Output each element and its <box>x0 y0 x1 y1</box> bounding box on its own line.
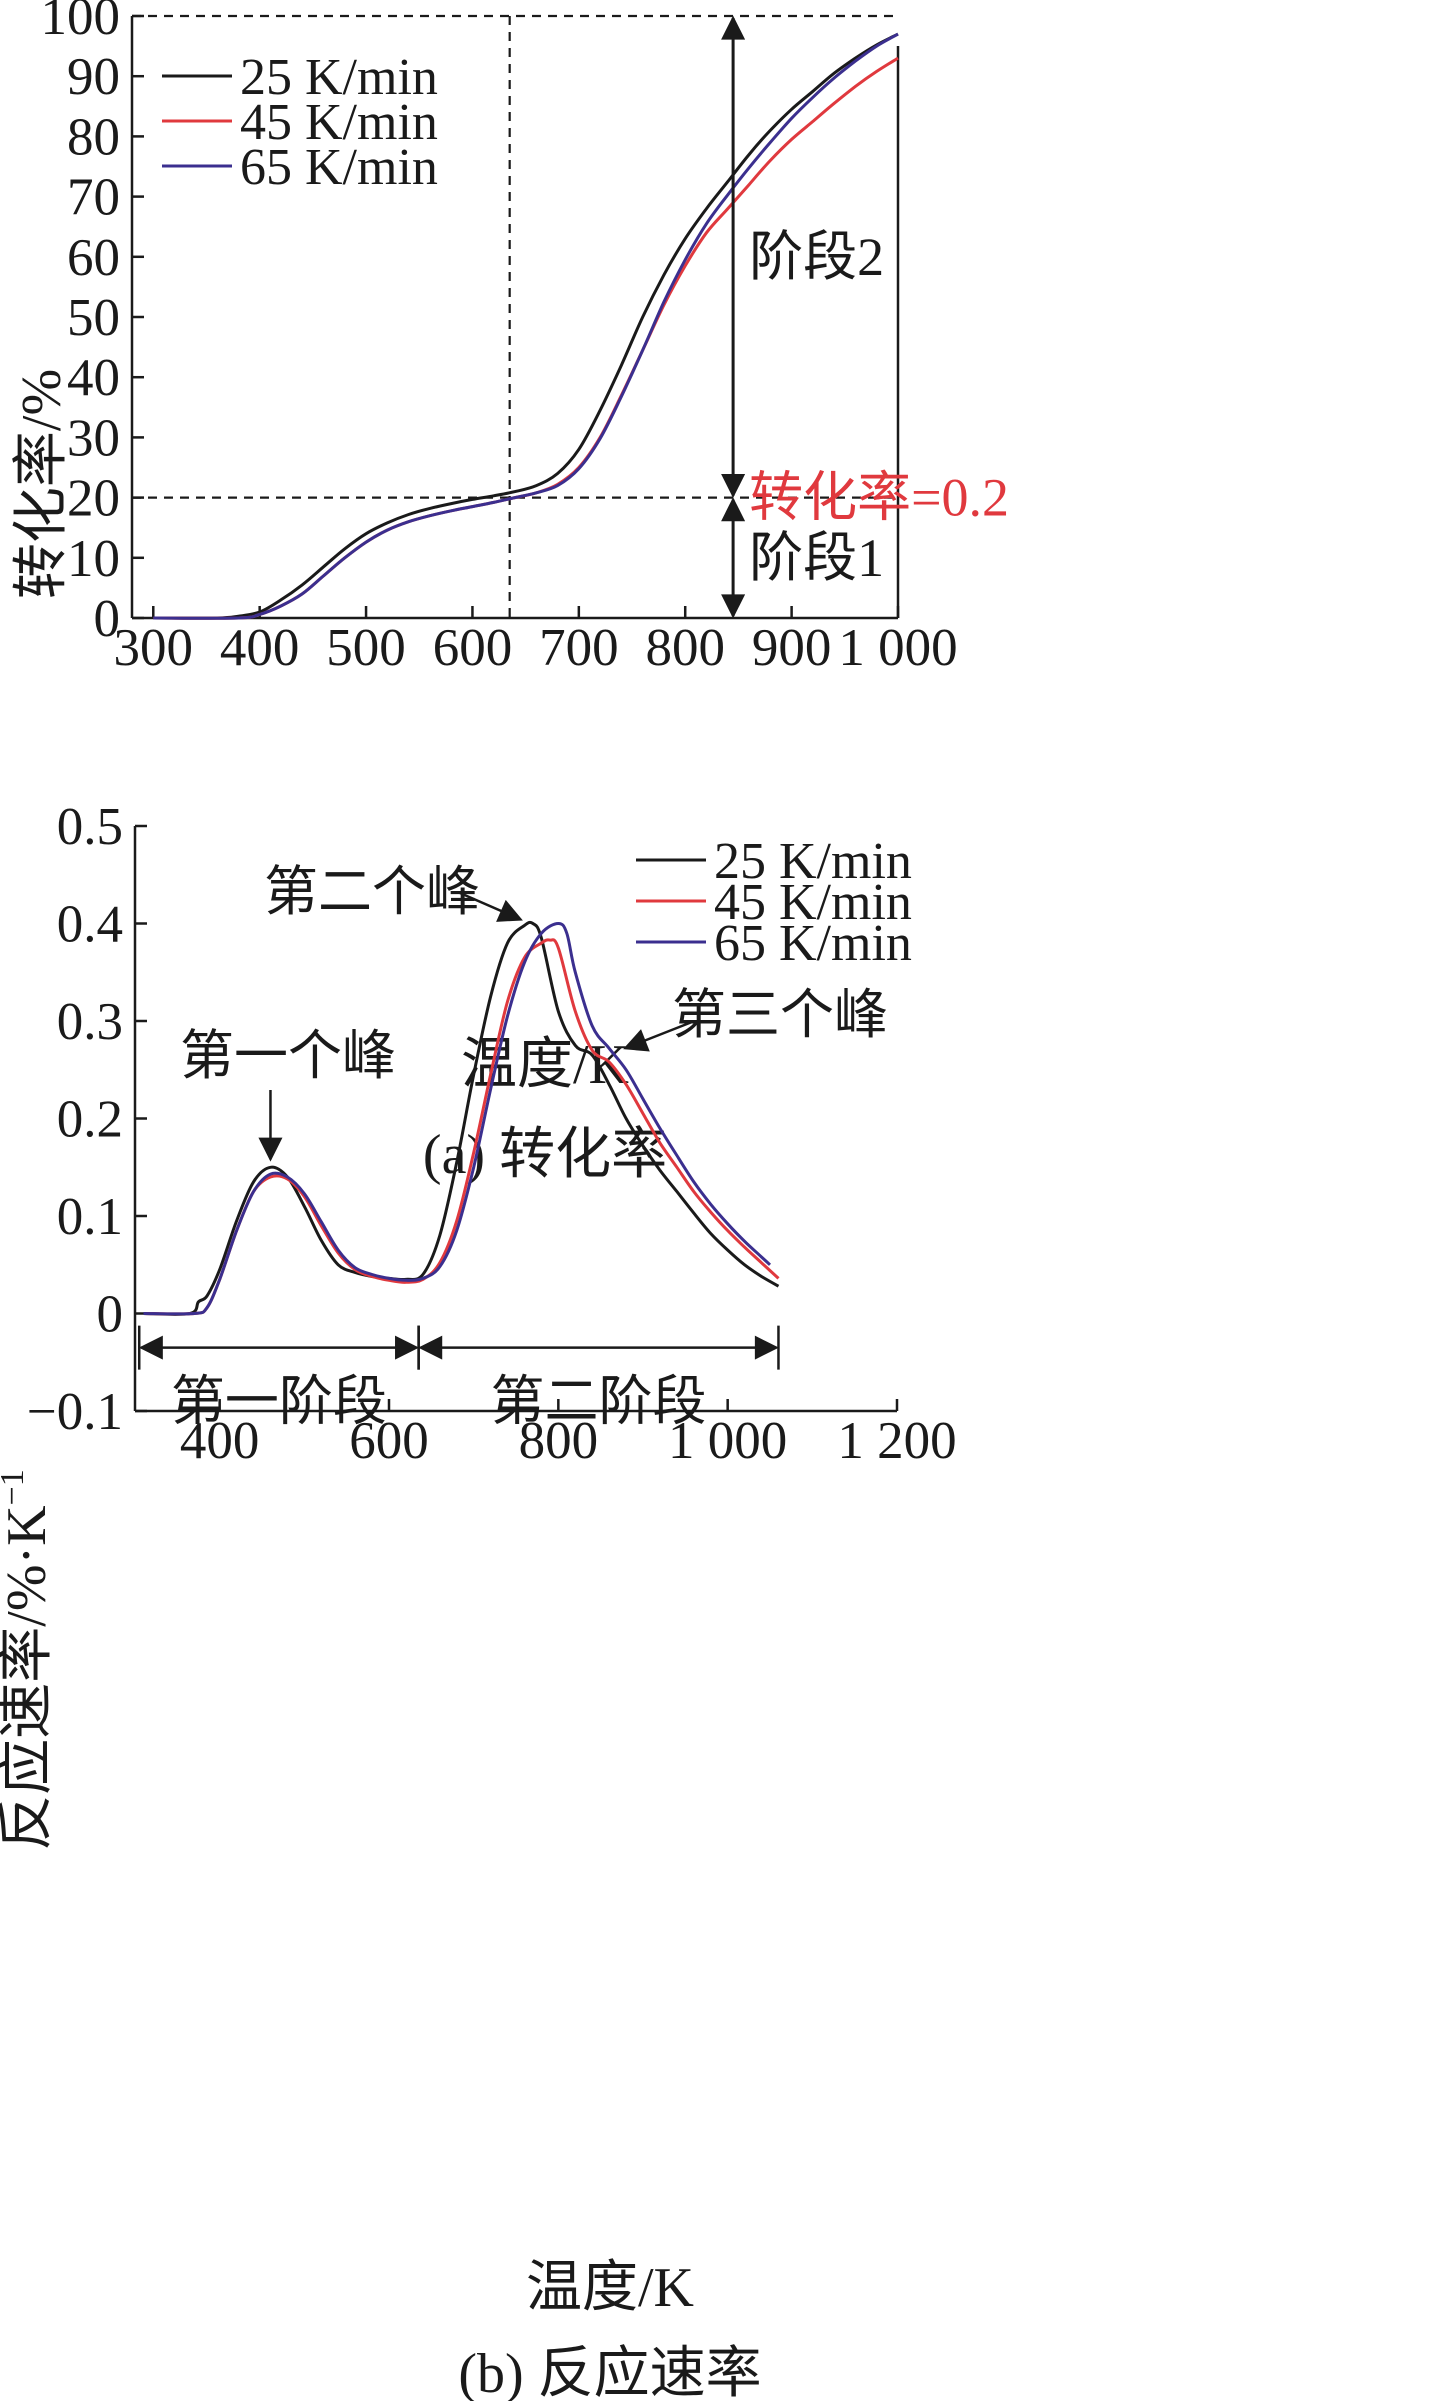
panel-a-x-tick-label: 900 <box>752 619 832 677</box>
panel-b-legend-label: 25 K/min <box>714 833 912 890</box>
panel-b-legend-label: 65 K/min <box>714 915 912 972</box>
panel-b-series-line-3 <box>143 922 772 1316</box>
panel-a-legend-label: 45 K/min <box>240 94 438 151</box>
panel-a-x-tick-label: 600 <box>433 619 513 677</box>
panel-b-stage-label: 第一阶段 <box>171 1372 387 1432</box>
panel-b-y-tick-label: −0.1 <box>27 1383 123 1441</box>
panel-a-series-line-1 <box>153 32 899 620</box>
panel-a-y-tick-label: 30 <box>67 409 120 467</box>
panel-a-annotation: 阶段2 <box>749 227 884 287</box>
panel-a-x-tick-label: 1 000 <box>838 619 957 677</box>
panel-b-x-tick-label: 400 <box>180 1412 260 1470</box>
panel-b-y-axis-label-superscript: −1 <box>0 1469 31 1505</box>
panel-b-y-tick-label: 0.1 <box>57 1188 123 1246</box>
panel-a-y-axis-label: 转化率/% <box>11 369 73 599</box>
panel-b-peak-arrow <box>459 891 523 922</box>
panel-a-y-tick-label: 70 <box>67 169 120 227</box>
panel-a-x-tick-label: 500 <box>326 619 406 677</box>
panel-b-y-axis-label: 反应速率/%·K−1 <box>0 1469 58 1850</box>
panel-b-x-tick-label: 1 000 <box>668 1412 787 1470</box>
panel-a-y-tick-label: 50 <box>67 289 120 347</box>
panel-b-x-tick-label: 800 <box>519 1412 599 1470</box>
panel-a-y-tick-label: 80 <box>67 108 120 166</box>
panel-b-caption: (b) 反应速率 <box>458 2343 761 2401</box>
panel-a-x-tick-label: 300 <box>114 619 194 677</box>
panel-a-y-tick-label: 40 <box>67 349 120 407</box>
panel-a-legend-label: 25 K/min <box>240 49 438 106</box>
panel-b-series-line-2 <box>143 938 780 1316</box>
panel-a-series-line-3 <box>153 32 899 620</box>
panel-b-y-tick-label: 0.3 <box>57 993 123 1051</box>
panel-a-y-tick-label: 20 <box>67 470 120 528</box>
panel-b-x-tick-label: 1 200 <box>837 1412 956 1470</box>
panel-a-y-tick-label: 60 <box>67 229 120 287</box>
panel-b-y-tick-label: 0.2 <box>57 1091 123 1149</box>
panel-b-y-tick-label: 0 <box>97 1286 124 1344</box>
panel-b-series-line-1 <box>143 920 780 1316</box>
panel-a-x-tick-label: 800 <box>645 619 725 677</box>
panel-b-reaction-rate: 400 600 800 1 000 1 200−0.100.10.20.30.40.5 … <box>0 798 957 2401</box>
panel-b-peak-label: 第二个峰 <box>264 862 480 922</box>
panel-b-peak-label: 第一个峰 <box>180 1026 396 1086</box>
panel-b-y-tick-label: 0.5 <box>57 798 123 856</box>
panel-b-y-tick-label: 0.4 <box>57 896 123 954</box>
panel-a-y-tick-label: 90 <box>67 48 120 106</box>
panel-a-annotation: 阶段1 <box>749 528 884 588</box>
panel-b-x-tick-label: 600 <box>349 1412 429 1470</box>
panel-b-peak-label: 第三个峰 <box>672 985 888 1045</box>
panel-b-peak-arrow <box>623 1020 693 1052</box>
panel-a-legend-label: 65 K/min <box>240 139 438 196</box>
panel-b-legend-label: 45 K/min <box>714 874 912 931</box>
panel-b-stage-label: 第二阶段 <box>491 1372 707 1432</box>
panel-a-x-tick-label: 700 <box>539 619 619 677</box>
panel-b-y-axis-label-main: 反应速率/%·K <box>0 1505 58 1850</box>
panel-a-annotation: 转化率=0.2 <box>749 468 1009 528</box>
panel-a-y-tick-label: 10 <box>67 530 120 588</box>
panel-a-conversion: 300 400 500 600 700 800 900 1 000 01020304050607… <box>11 0 1009 1186</box>
panel-a-x-tick-label: 400 <box>220 619 300 677</box>
panel-b-x-axis-label: 温度/K <box>526 2257 694 2319</box>
panel-a-y-tick-label: 0 <box>94 590 121 648</box>
panel-a-y-tick-label: 100 <box>41 0 121 46</box>
